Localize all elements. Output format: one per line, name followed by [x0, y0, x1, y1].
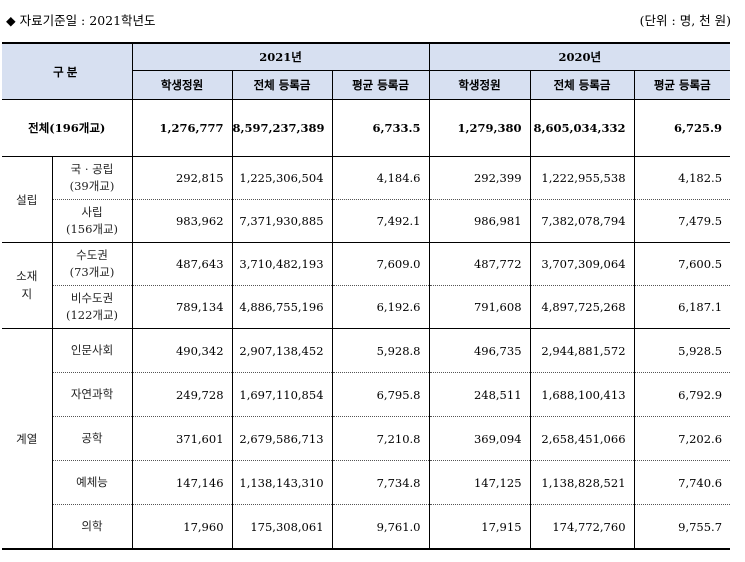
group-label-field: 계열	[2, 328, 53, 550]
table-cell: 1,276,777	[132, 99, 233, 157]
table-cell: 986,981	[429, 199, 531, 243]
table-cell: 292,399	[429, 156, 531, 200]
table-cell: 490,342	[132, 328, 233, 373]
table-row: 계열 인문사회 490,342 2,907,138,452 5,928.8 49…	[2, 328, 731, 550]
table-cell: 6,725.9	[634, 99, 731, 157]
table-cell: 1,138,143,310	[232, 460, 333, 505]
table-cell: 6,192.6	[332, 285, 430, 329]
col-header-total-tuition-2021: 전체 등록금	[231, 70, 333, 100]
table-cell: 4,897,725,268	[530, 285, 635, 329]
table-cell: 1,279,380	[429, 99, 531, 157]
table-cell: 6,795.8	[332, 372, 430, 417]
table-cell: 7,371,930,885	[232, 199, 333, 243]
table-cell: 7,740.6	[634, 460, 731, 505]
year-2021-header: 2021년	[131, 42, 430, 71]
table-row: 비수도권 (122개교) 789,134 4,886,755,196 6,192.…	[2, 285, 731, 329]
table-cell: 175,308,061	[232, 504, 333, 550]
table-cell: 17,960	[132, 504, 233, 550]
table-cell: 248,511	[429, 372, 531, 417]
table-cell: 487,772	[429, 242, 531, 286]
year-2020-header: 2020년	[428, 42, 731, 71]
table-cell: 3,707,309,064	[530, 242, 635, 286]
unit-note: (단위 : 명, 천 원)	[639, 13, 731, 28]
table-cell: 7,734.8	[332, 460, 430, 505]
col-header-avg-tuition-2021: 평균 등록금	[331, 70, 430, 100]
table-cell: 2,907,138,452	[232, 328, 333, 373]
row-label: 사립 (156개교)	[52, 199, 133, 243]
table-cell: 7,492.1	[332, 199, 430, 243]
table-cell: 1,225,306,504	[232, 156, 333, 200]
table-cell: 7,202.6	[634, 416, 731, 461]
table-row: 공학 371,601 2,679,586,713 7,210.8 369,094…	[2, 416, 731, 461]
row-label: 전체(196개교)	[2, 99, 133, 157]
table-row-total: 전체(196개교) 1,276,777 8,597,237,389 6,733.…	[2, 99, 731, 157]
table-cell: 3,710,482,193	[232, 242, 333, 286]
table-cell: 4,182.5	[634, 156, 731, 200]
table-cell: 6,187.1	[634, 285, 731, 329]
table-cell: 7,609.0	[332, 242, 430, 286]
col-header-total-tuition-2020: 전체 등록금	[529, 70, 635, 100]
table-cell: 371,601	[132, 416, 233, 461]
row-label: 예체능	[52, 460, 133, 505]
table-row: 소재 지 수도권 (73개교) 487,643 3,710,482,193 7,60…	[2, 242, 731, 329]
table-cell: 487,643	[132, 242, 233, 286]
table-cell: 17,915	[429, 504, 531, 550]
data-reference-note: ◆ 자료기준일 : 2021학년도	[6, 13, 156, 28]
table-cell: 983,962	[132, 199, 233, 243]
group-label-location: 소재 지	[2, 242, 53, 329]
table-cell: 1,688,100,413	[530, 372, 635, 417]
table-cell: 2,658,451,066	[530, 416, 635, 461]
table-cell: 9,761.0	[332, 504, 430, 550]
table-row: 의학 17,960 175,308,061 9,761.0 17,915 174…	[2, 504, 731, 550]
table-cell: 1,697,110,854	[232, 372, 333, 417]
table-cell: 7,210.8	[332, 416, 430, 461]
table-cell: 4,184.6	[332, 156, 430, 200]
table-cell: 8,597,237,389	[232, 99, 333, 157]
table-cell: 6,792.9	[634, 372, 731, 417]
table-cell: 791,608	[429, 285, 531, 329]
row-label: 국 · 공립 (39개교)	[52, 156, 133, 200]
category-header: 구분	[2, 42, 133, 100]
table-cell: 7,479.5	[634, 199, 731, 243]
table-cell: 7,600.5	[634, 242, 731, 286]
table-cell: 147,146	[132, 460, 233, 505]
table-cell: 1,138,828,521	[530, 460, 635, 505]
row-label: 비수도권 (122개교)	[52, 285, 133, 329]
table-cell: 5,928.8	[332, 328, 430, 373]
group-label-establishment: 설립	[2, 156, 53, 243]
row-label: 인문사회	[52, 328, 133, 373]
table-row: 설립 국 · 공립 (39개교) 292,815 1,225,306,504 4,…	[2, 156, 731, 243]
table-cell: 5,928.5	[634, 328, 731, 373]
table-cell: 789,134	[132, 285, 233, 329]
table-cell: 1,222,955,538	[530, 156, 635, 200]
table-row: 자연과학 249,728 1,697,110,854 6,795.8 248,5…	[2, 372, 731, 417]
table-cell: 8,605,034,332	[530, 99, 635, 157]
col-header-avg-tuition-2020: 평균 등록금	[633, 70, 731, 100]
table-cell: 496,735	[429, 328, 531, 373]
table-cell: 7,382,078,794	[530, 199, 635, 243]
table-cell: 174,772,760	[530, 504, 635, 550]
row-label: 수도권 (73개교)	[52, 242, 133, 286]
table-cell: 2,944,881,572	[530, 328, 635, 373]
table-cell: 4,886,755,196	[232, 285, 333, 329]
col-header-students-2020: 학생정원	[428, 70, 531, 100]
table-row: 사립 (156개교) 983,962 7,371,930,885 7,492.1 …	[2, 199, 731, 243]
table-cell: 6,733.5	[332, 99, 430, 157]
table-cell: 2,679,586,713	[232, 416, 333, 461]
row-label: 공학	[52, 416, 133, 461]
table-row: 예체능 147,146 1,138,143,310 7,734.8 147,12…	[2, 460, 731, 505]
table-cell: 249,728	[132, 372, 233, 417]
tuition-table: 구분 2021년 2020년 학생정원 전체 등록금 평균 등록금 학생정원 전…	[2, 42, 731, 550]
table-cell: 9,755.7	[634, 504, 731, 550]
row-label: 자연과학	[52, 372, 133, 417]
col-header-students-2021: 학생정원	[131, 70, 233, 100]
table-cell: 292,815	[132, 156, 233, 200]
table-cell: 369,094	[429, 416, 531, 461]
row-label: 의학	[52, 504, 133, 550]
table-cell: 147,125	[429, 460, 531, 505]
